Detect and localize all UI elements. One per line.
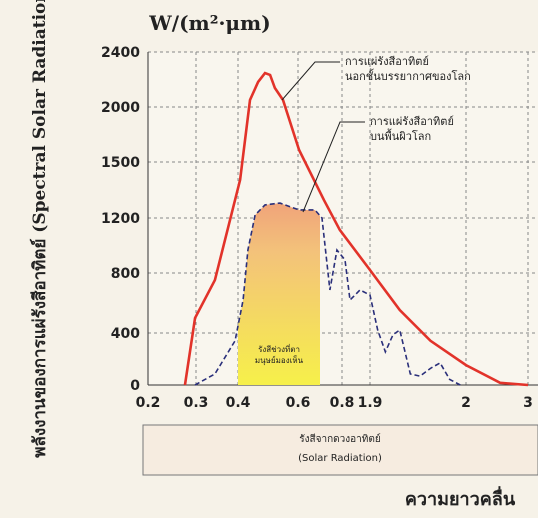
annotation-line: นอกชั้นบรรยากาศของโลก [345, 68, 471, 83]
x-tick-label: 1.9 [358, 395, 383, 411]
unit-label: W/(m²·μm) [148, 11, 270, 35]
annotation-arrow [302, 121, 365, 213]
x-tick-label: 3 [523, 395, 533, 411]
band-label-line: มนุษย์มองเห็น [255, 355, 304, 365]
annotation-line: บนพื้นผิวโลก [370, 128, 431, 143]
annotation: การแผ่รังสีอาทิตย์บนพื้นผิวโลก [370, 115, 454, 143]
y-tick-label: 1500 [101, 155, 140, 171]
series-line [183, 71, 529, 387]
band-label: รังสีช่วงที่ตามนุษย์มองเห็น [255, 343, 304, 365]
x-tick-label: 0.8 [330, 395, 355, 411]
footer-text: รังสีจากดวงอาทิตย์ [299, 433, 380, 445]
x-tick-label: 0.3 [184, 395, 209, 411]
x-axis-label: ความยาวคลื่น [405, 486, 516, 510]
y-tick-label: 2000 [101, 100, 140, 116]
y-tick-label: 2400 [101, 45, 140, 61]
y-tick-label: 0 [130, 378, 140, 394]
x-tick-label: 0.4 [226, 395, 251, 411]
footer-box [142, 424, 538, 476]
annotation: การแผ่รังสีอาทิตย์นอกชั้นบรรยากาศของโลก [345, 55, 471, 83]
footer-text: (Solar Radiation) [298, 453, 382, 464]
annotation-arrow [281, 61, 340, 101]
y-tick-label: 800 [111, 266, 140, 282]
y-tick-label: 400 [111, 326, 140, 342]
x-tick-label: 0.6 [286, 395, 311, 411]
series-line [194, 202, 461, 386]
x-tick-label: 0.2 [136, 395, 161, 411]
band-label-line: รังสีช่วงที่ตา [258, 343, 300, 354]
x-tick-label: 2 [461, 395, 471, 411]
annotation-line: การแผ่รังสีอาทิตย์ [345, 55, 429, 68]
annotation-line: การแผ่รังสีอาทิตย์ [370, 115, 454, 128]
y-axis-label: พลังงานของการแผ่รังสีอาทิตย์ (Spectral S… [29, 0, 50, 458]
y-tick-label: 1200 [101, 211, 140, 227]
